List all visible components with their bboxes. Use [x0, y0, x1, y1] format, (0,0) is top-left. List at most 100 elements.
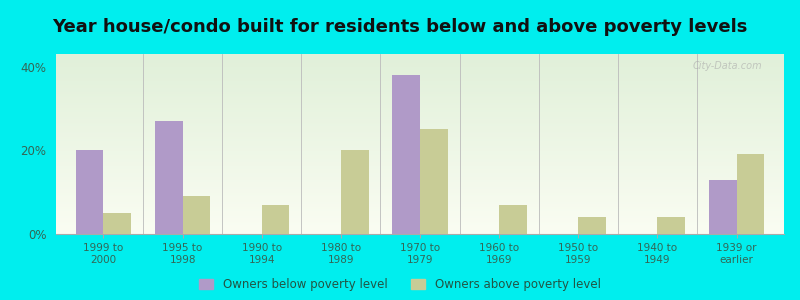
Bar — [56, 88, 784, 90]
Bar — [56, 173, 784, 175]
Bar — [56, 92, 784, 94]
Bar — [56, 203, 784, 205]
Bar — [56, 151, 784, 153]
Bar — [56, 182, 784, 184]
Bar — [56, 126, 784, 128]
Bar — [56, 133, 784, 135]
Bar — [56, 169, 784, 171]
Bar — [56, 65, 784, 67]
Bar — [56, 110, 784, 112]
Bar — [56, 139, 784, 140]
Text: City-Data.com: City-Data.com — [693, 61, 762, 71]
Bar — [56, 220, 784, 221]
Bar — [56, 113, 784, 115]
Bar — [56, 227, 784, 229]
Bar — [56, 85, 784, 86]
Bar — [56, 178, 784, 180]
Bar — [76, 150, 103, 234]
Bar — [56, 193, 784, 194]
Bar — [56, 59, 784, 61]
Bar — [56, 162, 784, 164]
Legend: Owners below poverty level, Owners above poverty level: Owners below poverty level, Owners above… — [199, 278, 601, 291]
Bar — [392, 75, 420, 234]
Bar — [56, 140, 784, 142]
Bar — [56, 176, 784, 178]
Bar — [56, 175, 784, 176]
Bar — [56, 106, 784, 108]
Bar — [737, 154, 764, 234]
Bar — [56, 58, 784, 59]
Bar — [341, 150, 369, 234]
Bar — [56, 61, 784, 63]
Bar — [56, 67, 784, 68]
Bar — [56, 117, 784, 119]
Bar — [56, 122, 784, 124]
Bar — [56, 101, 784, 103]
Bar — [56, 72, 784, 74]
Bar — [56, 149, 784, 151]
Bar — [56, 74, 784, 76]
Bar — [56, 70, 784, 72]
Bar — [420, 129, 448, 234]
Bar — [56, 148, 784, 149]
Bar — [56, 158, 784, 160]
Bar — [56, 218, 784, 220]
Bar — [56, 121, 784, 122]
Bar — [56, 216, 784, 218]
Bar — [56, 160, 784, 162]
Bar — [56, 185, 784, 187]
Bar — [56, 164, 784, 166]
Bar — [56, 166, 784, 167]
Bar — [578, 217, 606, 234]
Bar — [56, 63, 784, 65]
Bar — [56, 144, 784, 146]
Bar — [56, 189, 784, 191]
Bar — [182, 196, 210, 234]
Bar — [56, 68, 784, 70]
Bar — [56, 200, 784, 202]
Bar — [56, 207, 784, 209]
Bar — [56, 86, 784, 88]
Bar — [56, 202, 784, 203]
Bar — [658, 217, 685, 234]
Bar — [56, 95, 784, 97]
Text: Year house/condo built for residents below and above poverty levels: Year house/condo built for residents bel… — [52, 18, 748, 36]
Bar — [56, 198, 784, 200]
Bar — [56, 135, 784, 137]
Bar — [56, 194, 784, 196]
Bar — [709, 180, 737, 234]
Bar — [56, 214, 784, 216]
Bar — [56, 76, 784, 77]
Bar — [56, 153, 784, 155]
Bar — [56, 112, 784, 113]
Bar — [56, 209, 784, 211]
Bar — [56, 97, 784, 99]
Bar — [56, 137, 784, 139]
Bar — [103, 213, 131, 234]
Bar — [56, 131, 784, 133]
Bar — [56, 128, 784, 130]
Bar — [56, 191, 784, 193]
Bar — [56, 77, 784, 79]
Bar — [56, 81, 784, 83]
Bar — [56, 212, 784, 214]
Bar — [262, 205, 290, 234]
Bar — [155, 121, 182, 234]
Bar — [499, 205, 527, 234]
Bar — [56, 211, 784, 212]
Bar — [56, 115, 784, 117]
Bar — [56, 225, 784, 227]
Bar — [56, 90, 784, 92]
Bar — [56, 79, 784, 81]
Bar — [56, 196, 784, 198]
Bar — [56, 232, 784, 234]
Bar — [56, 56, 784, 58]
Bar — [56, 108, 784, 110]
Bar — [56, 223, 784, 225]
Bar — [56, 142, 784, 144]
Bar — [56, 205, 784, 207]
Bar — [56, 103, 784, 104]
Bar — [56, 171, 784, 173]
Bar — [56, 124, 784, 126]
Bar — [56, 83, 784, 85]
